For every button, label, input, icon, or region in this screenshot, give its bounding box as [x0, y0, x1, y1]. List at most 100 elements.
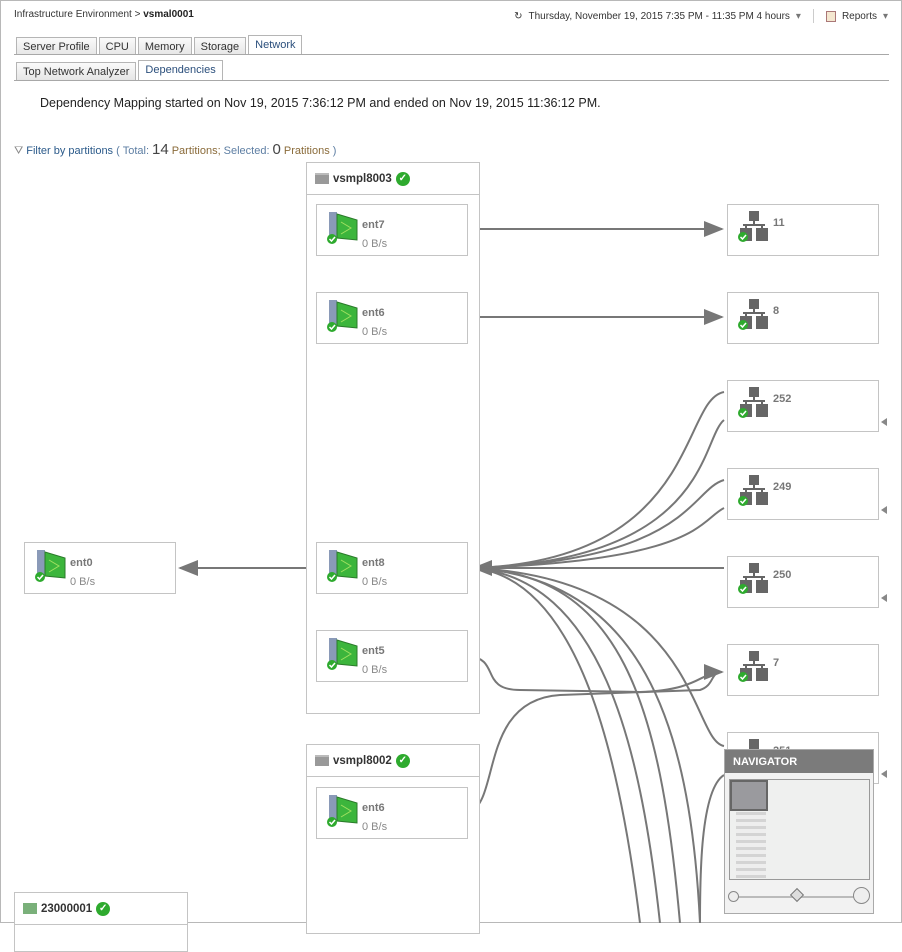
network-adapter-node[interactable]: ent8 0 B/s — [316, 542, 468, 594]
reports-icon — [825, 10, 836, 22]
adapter-rate: 0 B/s — [362, 576, 388, 588]
paren: ) — [332, 145, 337, 157]
server-icon — [315, 173, 329, 184]
network-adapter-node[interactable]: ent0 0 B/s — [24, 542, 176, 594]
chevron-down-icon[interactable]: ▾ — [882, 10, 888, 22]
divider — [14, 80, 889, 81]
selected-label: Selected: — [223, 145, 270, 157]
minimap-content — [736, 812, 766, 878]
edge — [469, 671, 723, 813]
edge — [473, 479, 725, 569]
network-name: 249 — [773, 481, 792, 493]
zoom-slider-handle[interactable] — [789, 887, 805, 903]
edge — [473, 567, 701, 923]
tab-top-network-analyzer[interactable]: Top Network Analyzer — [16, 62, 137, 80]
divider — [14, 54, 889, 55]
adapter-rate: 0 B/s — [362, 238, 388, 250]
breadcrumb: Infrastructure Environment > vsmal0001 — [14, 9, 194, 20]
sub-tabs: Top Network Analyzer Dependencies — [16, 60, 223, 80]
network-adapter-node[interactable]: ent6 0 B/s — [316, 787, 468, 839]
network-node[interactable]: 252 — [727, 380, 879, 432]
network-name: 11 — [773, 217, 785, 229]
network-card-icon — [327, 210, 359, 247]
edge — [473, 567, 641, 923]
expand-arrow-icon[interactable] — [881, 770, 887, 778]
network-card-icon — [327, 793, 359, 830]
network-adapter-node[interactable]: ent5 0 B/s — [316, 630, 468, 682]
network-node[interactable]: 11 — [727, 204, 879, 256]
filter-link[interactable]: Filter by partitions — [26, 145, 114, 157]
partition-filter: ⛛ Filter by partitions (Total: 14 Partit… — [14, 141, 336, 158]
chevron-down-icon[interactable]: ▾ — [795, 10, 801, 22]
network-topology-icon — [738, 562, 770, 597]
breadcrumb-root[interactable]: Infrastructure Environment — [14, 9, 132, 20]
total-label: Total: — [122, 145, 150, 157]
partitions-label: Partitions; — [171, 145, 221, 157]
status-ok-icon: ✓ — [96, 901, 111, 916]
partition-group: vsmpl8002 ✓ — [306, 744, 480, 934]
network-topology-icon — [738, 210, 770, 245]
network-node[interactable]: 7 — [727, 644, 879, 696]
network-topology-icon — [738, 474, 770, 509]
network-name: 8 — [773, 305, 780, 317]
tab-storage[interactable]: Storage — [193, 37, 247, 55]
partition-name: vsmpl8003 — [333, 172, 392, 185]
network-adapter-node[interactable]: ent7 0 B/s — [316, 204, 468, 256]
dependency-edges — [178, 221, 725, 923]
tab-network[interactable]: Network — [248, 35, 303, 55]
network-topology-icon — [738, 650, 770, 685]
adapter-rate: 0 B/s — [362, 821, 388, 833]
network-name: 7 — [773, 657, 780, 669]
network-card-icon — [35, 548, 67, 585]
partition-header[interactable]: vsmpl8003 ✓ — [307, 163, 479, 195]
edge — [473, 567, 681, 923]
main-tabs: Server Profile CPU Memory Storage Networ… — [16, 35, 303, 55]
server-icon — [315, 755, 329, 766]
adapter-name: ent5 — [362, 645, 385, 657]
total-count: 14 — [152, 141, 169, 158]
partition-header[interactable]: 23000001 ✓ — [15, 893, 187, 925]
network-node[interactable]: 8 — [727, 292, 879, 344]
network-card-icon — [327, 636, 359, 673]
network-topology-icon — [738, 386, 770, 421]
adapter-rate: 0 B/s — [70, 576, 96, 588]
expand-arrow-icon[interactable] — [881, 506, 887, 514]
tab-server-profile[interactable]: Server Profile — [16, 37, 97, 55]
expand-arrow-icon[interactable] — [881, 418, 887, 426]
partitions-label: Pratitions — [283, 145, 330, 157]
adapter-name: ent8 — [362, 557, 385, 569]
network-node[interactable]: 250 — [727, 556, 879, 608]
paren: ( — [116, 145, 120, 157]
network-node[interactable]: 249 — [727, 468, 879, 520]
tab-memory[interactable]: Memory — [137, 37, 192, 55]
navigator-viewport[interactable] — [730, 780, 768, 811]
time-icon: ↻ — [514, 10, 523, 22]
divider — [812, 9, 814, 23]
partition-group: 23000001 ✓ — [14, 892, 188, 952]
tab-dependencies[interactable]: Dependencies — [138, 60, 223, 80]
edge — [469, 655, 724, 694]
navigator-minimap[interactable] — [729, 779, 870, 880]
tab-cpu[interactable]: CPU — [98, 37, 136, 55]
partition-name: vsmpl8002 — [333, 754, 392, 767]
network-card-icon — [327, 548, 359, 585]
navigator-title: NAVIGATOR — [725, 750, 873, 773]
navigator-panel: NAVIGATOR — [724, 749, 874, 914]
edge — [473, 507, 725, 569]
storage-icon — [23, 903, 37, 914]
edge — [473, 419, 725, 569]
time-range-selector[interactable]: Thursday, November 19, 2015 7:35 PM - 11… — [528, 10, 790, 22]
reports-button[interactable]: Reports — [841, 10, 877, 22]
partition-header[interactable]: vsmpl8002 ✓ — [307, 745, 479, 777]
network-topology-icon — [738, 298, 770, 333]
expand-arrow-icon[interactable] — [881, 594, 887, 602]
zoom-out-button[interactable] — [728, 891, 739, 902]
adapter-name: ent6 — [362, 307, 385, 319]
zoom-in-button[interactable] — [853, 887, 870, 904]
status-ok-icon: ✓ — [395, 753, 410, 768]
adapter-name: ent6 — [362, 802, 385, 814]
edge — [473, 567, 661, 923]
breadcrumb-current: vsmal0001 — [143, 9, 194, 20]
selected-count: 0 — [272, 141, 281, 158]
network-adapter-node[interactable]: ent6 0 B/s — [316, 292, 468, 344]
